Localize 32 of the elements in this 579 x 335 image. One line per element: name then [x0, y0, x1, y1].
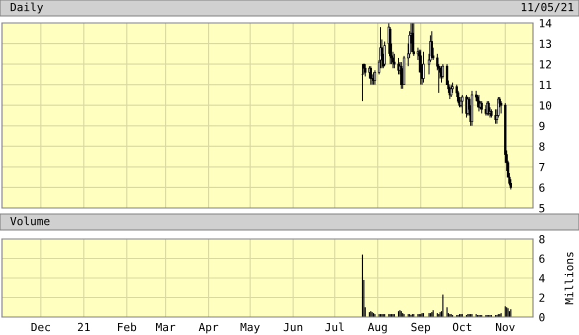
x-tick-label: Feb	[118, 322, 136, 332]
x-tick-label: May	[240, 322, 260, 334]
y-tick-label: 13	[540, 40, 552, 48]
y-tick-label: 10	[540, 101, 552, 110]
y-tick-label: 9	[539, 122, 544, 130]
y-tick-label: 6	[539, 183, 545, 192]
y-tick-label: 2	[539, 294, 544, 302]
y-tick-label: 8	[539, 235, 545, 244]
x-tick-label: Jun	[284, 322, 302, 332]
y-axis-title: Millions	[564, 252, 574, 304]
x-tick-label: Dec	[32, 322, 50, 332]
y-tick-label: 6	[539, 254, 545, 263]
x-tick-label: Oct	[452, 322, 472, 332]
x-tick-label: 21	[78, 322, 90, 332]
x-tick-label: Apr	[198, 322, 218, 334]
x-tick-label: Jul	[325, 322, 344, 332]
y-tick-label: 0	[539, 313, 545, 322]
chart-title: Volume	[10, 216, 50, 226]
y-tick-label: 14	[540, 19, 552, 28]
x-tick-label: Mar	[156, 322, 176, 332]
y-tick-label: 11	[540, 80, 552, 89]
x-tick-label: Aug	[368, 322, 387, 334]
y-tick-label: 12	[540, 60, 551, 68]
chart-title: Daily	[10, 2, 44, 14]
y-tick-label: 7	[539, 163, 544, 172]
x-tick-label: Nov	[496, 322, 515, 332]
x-tick-label: Sep	[411, 322, 430, 334]
y-tick-label: 8	[539, 142, 545, 151]
y-tick-label: 5	[539, 204, 544, 212]
y-tick-label: 4	[539, 274, 545, 282]
text: 11/05/21	[522, 2, 574, 12]
candlestick	[442, 64, 444, 79]
